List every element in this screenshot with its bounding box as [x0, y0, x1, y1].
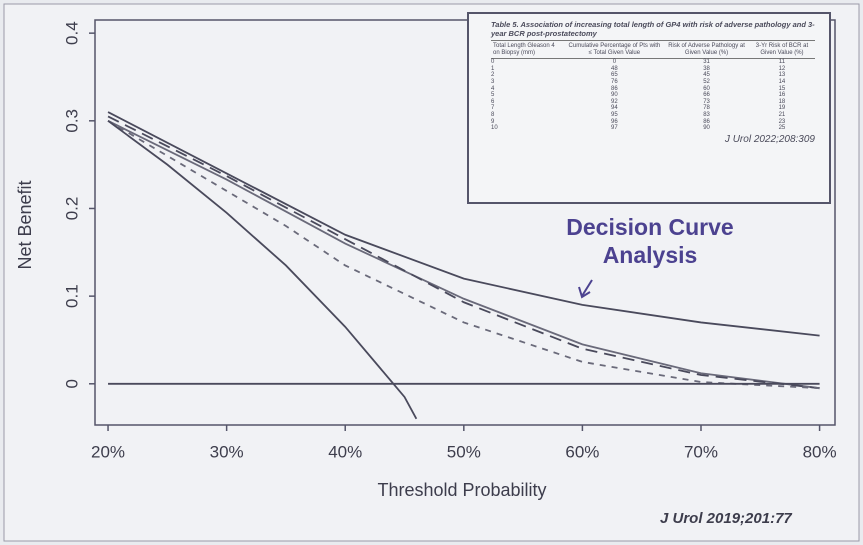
table-cell: 10 [491, 125, 498, 132]
y-tick-label: 0.4 [62, 21, 81, 45]
table-cell: 76 [611, 78, 618, 85]
table-cell: 13 [778, 72, 786, 79]
table-header: Risk of Adverse Pathology at Given Value… [664, 41, 749, 60]
table-cell: 83 [703, 111, 710, 118]
table-cell: 6 [491, 98, 495, 105]
x-tick-label: 50% [447, 442, 481, 461]
inset-title: Table 5. Association of increasing total… [491, 20, 815, 41]
table-row: 6 92 73 18 [491, 99, 815, 106]
annotation-arrowhead [578, 286, 591, 299]
x-tick-label: 40% [328, 442, 362, 461]
inset-source: J Urol 2022;208:309 [724, 133, 815, 145]
table-cell: 90 [703, 125, 710, 132]
line-series [107, 120, 820, 390]
y-tick-label: 0.3 [62, 109, 81, 133]
x-axis-label: Threshold Probability [377, 480, 546, 500]
table-row: 2 65 45 13 [491, 72, 815, 79]
table-cell: 15 [778, 85, 786, 92]
table-row: 5 90 66 16 [491, 92, 815, 99]
table-cell: 95 [611, 111, 618, 118]
table-cell: 9 [491, 118, 495, 125]
citation: J Urol 2019;201:77 [660, 510, 792, 527]
table-row: 4 86 60 15 [491, 86, 815, 93]
y-tick-label: 0.1 [62, 284, 81, 308]
table-header: Cumulative Percentage of Pts with ≤ Tota… [564, 41, 665, 60]
table-cell: 52 [703, 78, 710, 85]
table-cell: 25 [778, 125, 786, 132]
table-cell: 38 [703, 65, 710, 72]
table-cell: 73 [703, 98, 710, 105]
annotation: Decision Curve Analysis [566, 214, 734, 268]
line-series [107, 111, 820, 337]
x-tick-label: 80% [803, 442, 837, 461]
annotation-arrow [581, 279, 593, 297]
x-tick-label: 70% [684, 442, 718, 461]
table-cell: 7 [491, 105, 495, 112]
line-series [107, 120, 820, 390]
table-cell: 12 [778, 65, 786, 72]
table-row: 0 0 31 11 [491, 59, 815, 66]
table-cell: 86 [703, 118, 710, 125]
table-cell: 5 [491, 92, 495, 99]
table-row: 3 76 52 14 [491, 79, 815, 86]
table-cell: 14 [778, 78, 786, 85]
table-cell: 97 [611, 125, 618, 132]
table-cell: 94 [611, 105, 618, 112]
table-cell: 65 [611, 72, 618, 79]
table-cell: 96 [611, 118, 618, 125]
table-header: Total Length Gleason 4 on Biopsy (mm) [491, 41, 565, 60]
inset-grid: Total Length Gleason 4 on Biopsy (mm) Cum… [491, 41, 815, 132]
x-tick-label: 30% [210, 442, 244, 461]
table-cell: 4 [491, 85, 495, 92]
table-cell: 0 [491, 59, 495, 66]
table-cell: 2 [491, 72, 495, 79]
table-cell: 66 [703, 92, 710, 99]
table-cell: 1 [491, 65, 495, 72]
table-cell: 16 [778, 92, 786, 99]
x-tick-label: 20% [91, 442, 125, 461]
line-series [107, 120, 418, 420]
table-cell: 3 [491, 78, 495, 85]
table-cell: 0 [612, 59, 617, 66]
table-cell: 60 [703, 85, 710, 92]
table-header: 3-Yr Risk of BCR at Given Value (%) [748, 41, 815, 60]
table-cell: 92 [611, 98, 618, 105]
table-cell: 21 [778, 111, 786, 118]
table-row: 10 97 90 25 [491, 125, 815, 132]
table-cell: 8 [491, 111, 495, 118]
table-cell: 48 [611, 65, 618, 72]
table-cell: 90 [611, 92, 618, 99]
plot-area: 0 0.1 0.2 0.3 0.4 20% 30% 40% 50% 60% 70% 80% [62, 21, 836, 461]
table-cell: 23 [778, 118, 786, 125]
x-tick-label: 60% [565, 442, 599, 461]
table-cell: 18 [778, 98, 786, 105]
line-series [107, 115, 820, 390]
table-cell: 31 [703, 59, 710, 66]
table-cell: 45 [703, 72, 710, 79]
table-cell: 11 [778, 59, 786, 66]
y-tick-label: 0.2 [62, 197, 81, 221]
y-axis-label: Net Benefit [15, 180, 35, 269]
table-cell: 78 [703, 105, 710, 112]
table-cell: 86 [611, 85, 618, 92]
inset-table: Table 5. Association of increasing total… [467, 12, 831, 204]
table-cell: 19 [778, 105, 786, 112]
table-row: 1 48 38 12 [491, 66, 815, 73]
plot-frame [94, 19, 836, 426]
table-row: 9 96 86 23 [491, 119, 815, 126]
table-row: 7 94 78 19 [491, 105, 815, 112]
table-row: 8 95 83 21 [491, 112, 815, 119]
y-tick-label: 0 [62, 379, 81, 388]
